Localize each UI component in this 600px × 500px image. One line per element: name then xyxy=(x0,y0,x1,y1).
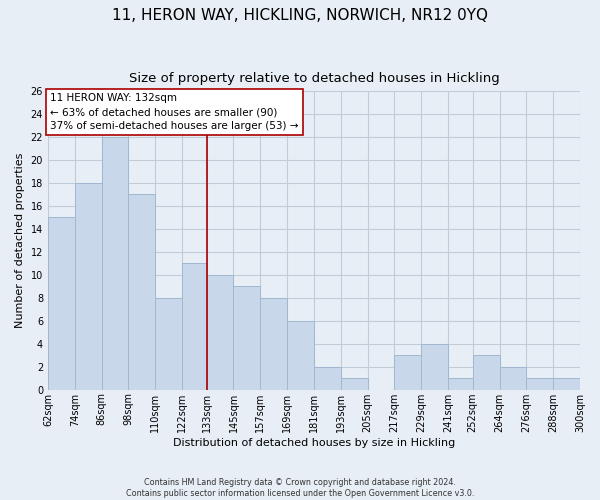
Bar xyxy=(421,344,448,390)
Text: 11, HERON WAY, HICKLING, NORWICH, NR12 0YQ: 11, HERON WAY, HICKLING, NORWICH, NR12 0… xyxy=(112,8,488,22)
Bar xyxy=(128,194,155,390)
Bar xyxy=(287,320,314,390)
Text: Contains HM Land Registry data © Crown copyright and database right 2024.
Contai: Contains HM Land Registry data © Crown c… xyxy=(126,478,474,498)
Title: Size of property relative to detached houses in Hickling: Size of property relative to detached ho… xyxy=(128,72,499,86)
Bar xyxy=(526,378,553,390)
X-axis label: Distribution of detached houses by size in Hickling: Distribution of detached houses by size … xyxy=(173,438,455,448)
Y-axis label: Number of detached properties: Number of detached properties xyxy=(15,152,25,328)
Bar xyxy=(233,286,260,390)
Bar xyxy=(394,355,421,390)
Bar xyxy=(314,366,341,390)
Bar xyxy=(75,183,101,390)
Bar xyxy=(182,263,206,390)
Bar xyxy=(448,378,473,390)
Bar xyxy=(500,366,526,390)
Bar xyxy=(155,298,182,390)
Bar xyxy=(101,137,128,390)
Bar xyxy=(206,274,233,390)
Bar xyxy=(553,378,580,390)
Text: 11 HERON WAY: 132sqm
← 63% of detached houses are smaller (90)
37% of semi-detac: 11 HERON WAY: 132sqm ← 63% of detached h… xyxy=(50,93,299,131)
Bar xyxy=(260,298,287,390)
Bar xyxy=(473,355,500,390)
Bar xyxy=(48,218,75,390)
Bar xyxy=(341,378,368,390)
